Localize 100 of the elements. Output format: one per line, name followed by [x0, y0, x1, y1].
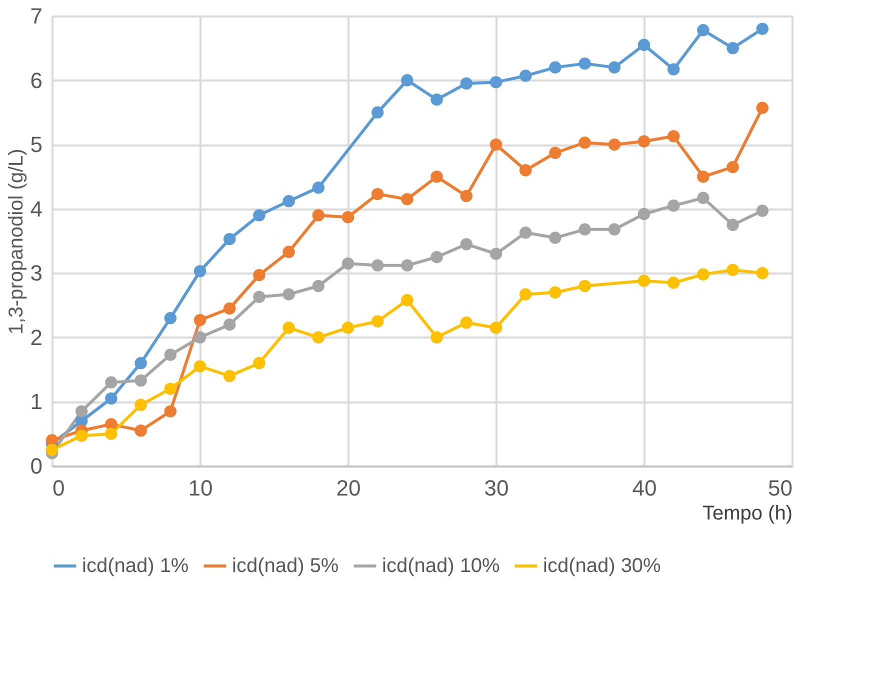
- point: [312, 280, 325, 292]
- point: [490, 76, 502, 88]
- point: [638, 135, 650, 148]
- point: [460, 190, 473, 202]
- point: [519, 288, 532, 300]
- point: [756, 22, 769, 35]
- point: [401, 259, 414, 272]
- y-tick-label: 6: [30, 68, 42, 93]
- x-tick-label: 20: [336, 476, 361, 500]
- y-tick-label: 7: [30, 4, 42, 28]
- point: [608, 61, 621, 74]
- point: [578, 57, 591, 70]
- point: [134, 424, 147, 437]
- point: [549, 232, 562, 244]
- x-axis-title: Tempo (h): [702, 502, 792, 524]
- point: [697, 192, 710, 204]
- point: [223, 232, 236, 246]
- point: [371, 188, 384, 200]
- point: [194, 360, 206, 372]
- point: [223, 370, 236, 382]
- point: [105, 428, 118, 440]
- point: [756, 267, 769, 280]
- legend-label: icd(nad) 1%: [82, 555, 189, 577]
- point: [638, 274, 650, 287]
- point: [726, 218, 739, 232]
- point: [519, 70, 532, 82]
- point: [164, 405, 177, 418]
- point: [194, 265, 206, 278]
- point: [667, 63, 680, 76]
- point: [519, 226, 532, 239]
- point: [164, 382, 177, 395]
- point: [194, 314, 206, 326]
- point: [75, 430, 88, 442]
- point: [342, 322, 354, 334]
- y-tick-label: 3: [30, 260, 42, 286]
- point: [430, 93, 443, 106]
- point: [549, 61, 562, 74]
- point: [756, 204, 769, 217]
- y-tick-label: 1: [30, 389, 42, 414]
- point: [342, 257, 354, 270]
- point: [578, 223, 591, 236]
- point: [253, 268, 266, 282]
- point: [134, 374, 147, 387]
- y-tick-label: 5: [30, 132, 42, 158]
- point: [430, 250, 443, 264]
- point: [756, 102, 769, 114]
- point: [460, 77, 473, 90]
- point: [430, 170, 443, 183]
- point: [371, 106, 384, 119]
- point: [490, 322, 502, 334]
- y-tick-label: 4: [30, 196, 42, 222]
- x-tick-label: 30: [484, 476, 509, 500]
- x-tick-label: 40: [632, 476, 657, 500]
- point: [608, 223, 621, 236]
- point: [342, 211, 354, 224]
- point: [282, 195, 295, 208]
- point: [253, 290, 266, 304]
- point: [608, 138, 621, 151]
- point: [401, 74, 414, 86]
- point: [134, 398, 147, 412]
- point: [105, 376, 118, 389]
- point: [430, 331, 443, 344]
- legend-label: icd(nad) 5%: [232, 555, 339, 577]
- point: [401, 294, 414, 306]
- point: [519, 164, 532, 176]
- legend-label: icd(nad) 10%: [382, 555, 500, 577]
- point: [282, 246, 295, 258]
- point: [549, 146, 562, 160]
- point: [697, 24, 710, 36]
- point: [105, 392, 118, 405]
- y-tick-label: 2: [30, 324, 42, 350]
- point: [697, 170, 710, 183]
- point: [638, 208, 650, 220]
- point: [726, 264, 739, 276]
- point: [164, 312, 177, 324]
- point: [726, 42, 739, 54]
- point: [46, 444, 58, 456]
- x-tick-label: 0: [52, 476, 65, 500]
- point: [223, 302, 236, 315]
- point: [134, 357, 147, 370]
- point: [460, 238, 473, 250]
- point: [697, 268, 710, 281]
- legend-label: icd(nad) 30%: [543, 555, 662, 577]
- point: [223, 318, 236, 331]
- point: [490, 138, 502, 151]
- point: [371, 259, 384, 272]
- point: [638, 38, 650, 52]
- point: [282, 322, 295, 334]
- point: [667, 130, 680, 142]
- point: [194, 331, 206, 344]
- point: [312, 209, 325, 222]
- point: [75, 405, 88, 418]
- x-tick-label: 50: [768, 476, 792, 500]
- point: [164, 348, 177, 361]
- point: [578, 280, 591, 292]
- y-tick-label: 0: [30, 454, 42, 478]
- point: [667, 276, 680, 289]
- y-axis-title: 1,3-propanodiol (g/L): [5, 148, 28, 334]
- point: [726, 160, 739, 174]
- point: [549, 286, 562, 299]
